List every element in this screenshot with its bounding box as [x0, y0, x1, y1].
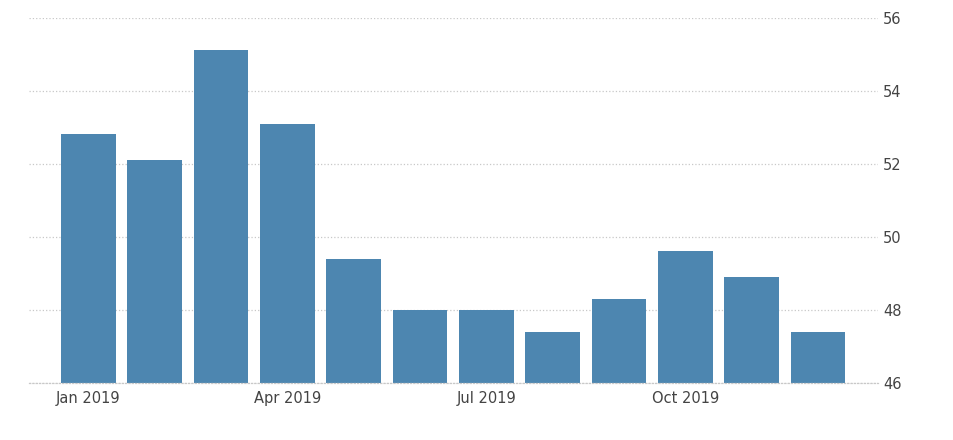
Bar — [525, 332, 579, 440]
Bar — [61, 135, 115, 440]
Bar — [193, 51, 248, 440]
Bar — [591, 299, 645, 440]
Bar — [393, 310, 447, 440]
Bar — [723, 277, 778, 440]
Bar — [658, 251, 712, 440]
Bar — [790, 332, 844, 440]
Bar — [260, 124, 314, 440]
Bar — [326, 259, 380, 440]
Bar — [128, 160, 182, 440]
Bar — [458, 310, 513, 440]
